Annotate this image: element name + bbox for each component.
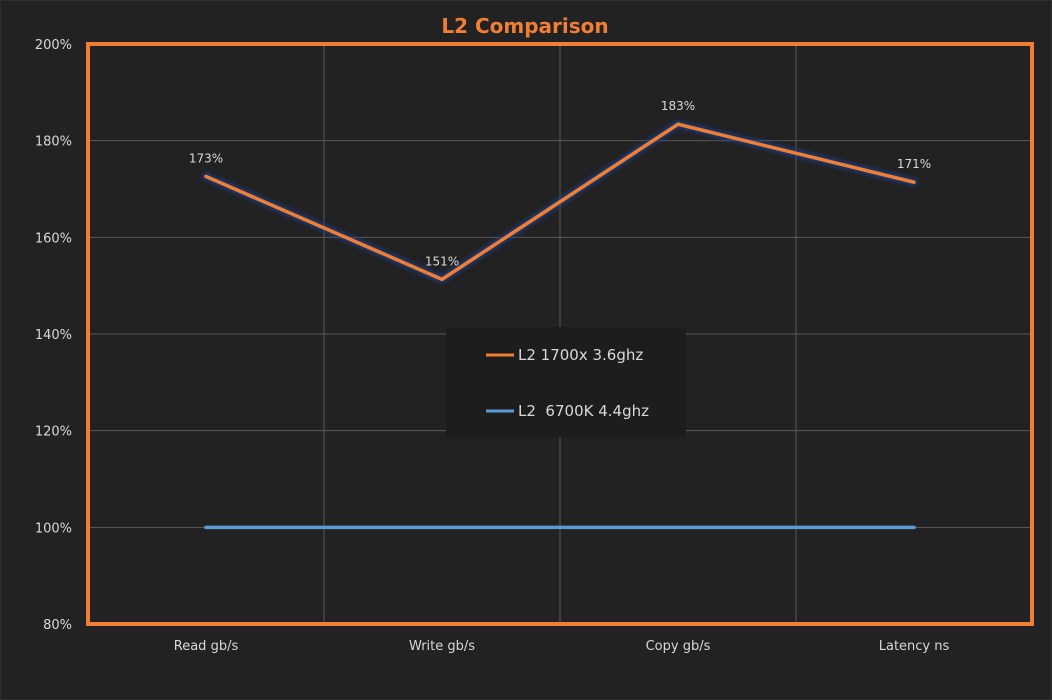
x-axis-ticks: Read gb/s Write gb/s Copy gb/s Latency ns <box>174 639 950 654</box>
y-tick-label: 160% <box>35 231 72 246</box>
x-tick-label: Latency ns <box>879 639 950 654</box>
legend: L2 1700x 3.6ghz L2 6700K 4.4ghz <box>446 327 686 437</box>
x-tick-label: Copy gb/s <box>646 639 711 654</box>
y-axis-ticks: 80% 100% 120% 140% 160% 180% 200% <box>35 38 72 633</box>
legend-label-6700k: L2 6700K 4.4ghz <box>518 402 649 420</box>
y-tick-label: 100% <box>35 521 72 536</box>
series-line-1700x <box>204 122 916 282</box>
y-tick-label: 200% <box>35 38 72 53</box>
data-label: 151% <box>425 254 459 268</box>
y-tick-label: 120% <box>35 425 72 440</box>
data-labels: 173% 151% 183% 171% <box>189 99 931 268</box>
chart-title: L2 Comparison <box>441 14 608 38</box>
y-tick-label: 140% <box>35 328 72 343</box>
data-label: 171% <box>897 157 931 171</box>
legend-label-1700x: L2 1700x 3.6ghz <box>518 346 643 364</box>
x-tick-label: Read gb/s <box>174 639 239 654</box>
x-tick-label: Write gb/s <box>409 639 475 654</box>
y-tick-label: 80% <box>43 618 72 633</box>
data-label: 183% <box>661 99 695 113</box>
plot-frame <box>86 42 1034 626</box>
data-label: 173% <box>189 151 223 165</box>
legend-box <box>446 327 686 437</box>
series-lines <box>202 120 918 531</box>
y-tick-label: 180% <box>35 135 72 150</box>
